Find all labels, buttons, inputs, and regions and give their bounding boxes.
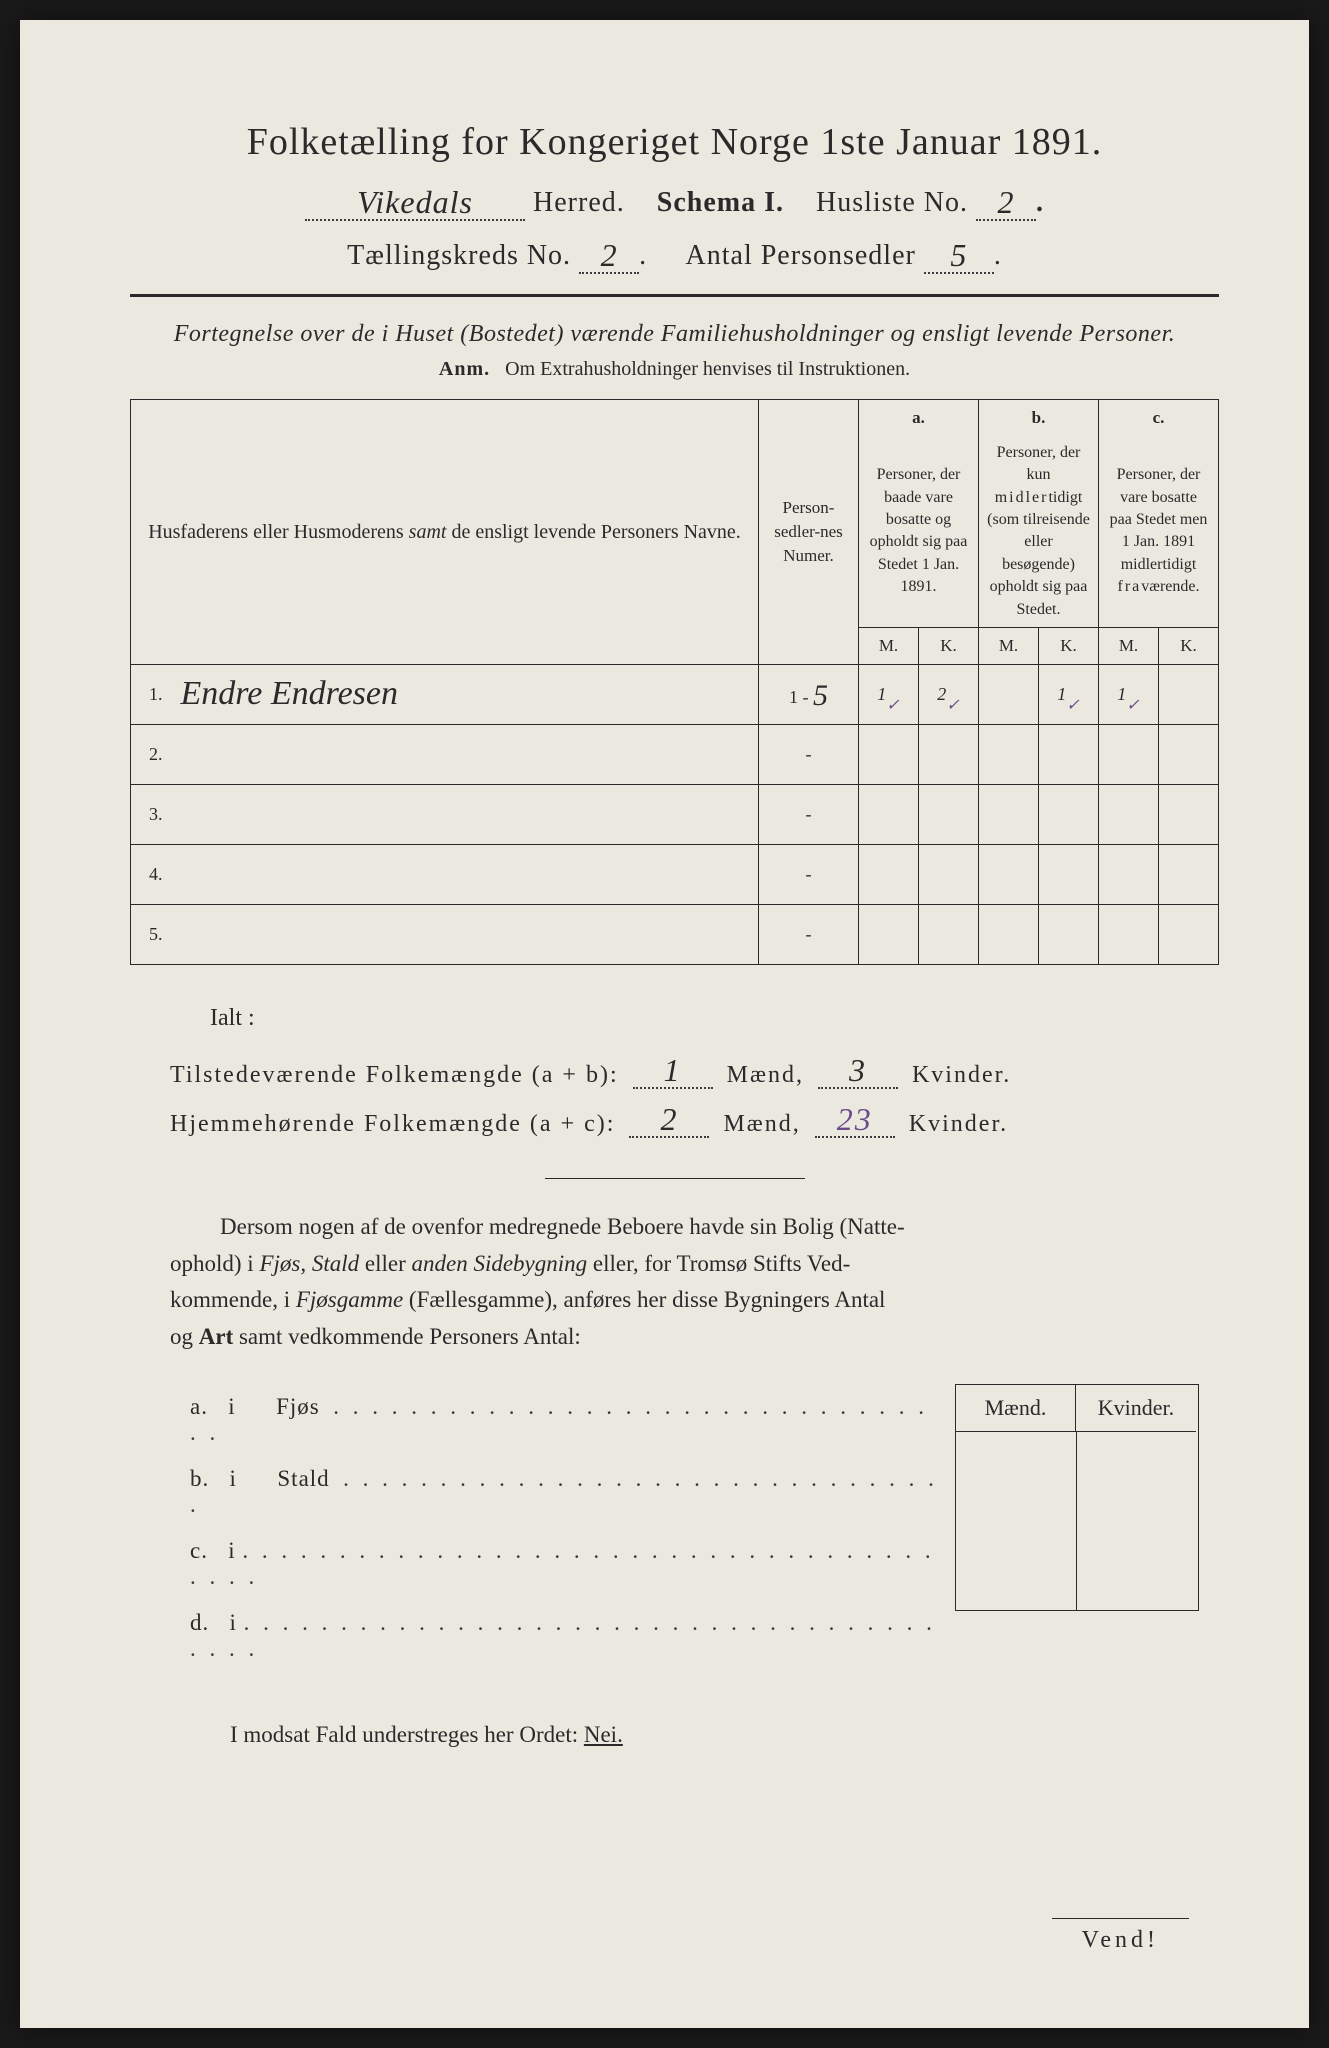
side-building-table: Mænd. Kvinder. a. i Fjøs . . . . . . . .… xyxy=(190,1384,1199,1672)
maend-label: Mænd, xyxy=(727,1062,804,1088)
table-row: 4. - xyxy=(131,844,1219,904)
col-c-header: Personer, der vare bosatte paa Stedet me… xyxy=(1099,436,1219,628)
row-name: Endre Endresen xyxy=(171,664,759,724)
nei-word: Nei. xyxy=(584,1722,623,1747)
side-row: a. i Fjøs . . . . . . . . . . . . . . . … xyxy=(190,1384,939,1456)
totals-line-2: Hjemmehørende Folkemængde (a + c): 2 Mæn… xyxy=(170,1099,1219,1138)
tilstede-k: 3 xyxy=(849,1052,867,1088)
side-body-box xyxy=(955,1431,1199,1611)
table-row: 5. - xyxy=(131,904,1219,964)
side-row: b. i Stald . . . . . . . . . . . . . . .… xyxy=(190,1456,939,1528)
col-c-m: M. xyxy=(1099,627,1159,664)
kvinder-label-2: Kvinder. xyxy=(909,1111,1008,1137)
row-name xyxy=(171,784,759,844)
row-name xyxy=(171,844,759,904)
row-num: 1. xyxy=(131,664,171,724)
row-num: 3. xyxy=(131,784,171,844)
row-num: 2. xyxy=(131,724,171,784)
col-a-header: Personer, der baade vare bosatte og opho… xyxy=(859,436,979,628)
tilstede-label: Tilstedeværende Folkemængde (a + b): xyxy=(170,1062,619,1088)
maend-label-2: Mænd, xyxy=(723,1111,800,1137)
row-pnum: 1 - 5 xyxy=(759,664,859,724)
hjemme-label: Hjemmehørende Folkemængde (a + c): xyxy=(170,1111,615,1137)
header-line-1: Vikedals Herred. Schema I. Husliste No. … xyxy=(130,182,1219,221)
anm-text: Om Extrahusholdninger henvises til Instr… xyxy=(505,358,910,380)
kvinder-label: Kvinder. xyxy=(912,1062,1011,1088)
row-num: 5. xyxy=(131,904,171,964)
cell-b-m xyxy=(979,664,1039,724)
cell-c-m: 1✓ xyxy=(1099,664,1159,724)
row-name xyxy=(171,904,759,964)
col-b-k: K. xyxy=(1039,627,1099,664)
table-row: 2. - xyxy=(131,724,1219,784)
side-rows: a. i Fjøs . . . . . . . . . . . . . . . … xyxy=(190,1384,939,1672)
col-b-m: M. xyxy=(979,627,1039,664)
side-maend-header: Mænd. xyxy=(956,1385,1076,1432)
col-a-m: M. xyxy=(859,627,919,664)
vend-label: Vend! xyxy=(1052,1918,1189,1958)
header-line-2: Tællingskreds No. 2. Antal Personsedler … xyxy=(130,235,1219,274)
modsat-line: I modsat Fald understreges her Ordet: Ne… xyxy=(230,1722,1219,1748)
col-c-letter: c. xyxy=(1099,400,1219,436)
col-personnum-header: Person-sedler-nes Numer. xyxy=(759,400,859,665)
schema-label: Schema I. xyxy=(657,187,784,218)
table-row: 1. Endre Endresen 1 - 5 1✓ 2✓ 1✓ 1✓ xyxy=(131,664,1219,724)
husliste-value: 2 xyxy=(997,184,1014,220)
side-kvinder-header: Kvinder. xyxy=(1076,1385,1196,1432)
row-pnum: - xyxy=(759,784,859,844)
antal-label: Antal Personsedler xyxy=(686,240,916,271)
table-row: 3. - xyxy=(131,784,1219,844)
herred-label: Herred. xyxy=(533,187,625,218)
divider-thin xyxy=(545,1178,805,1179)
dersom-paragraph: Dersom nogen af de ovenfor medregnede Be… xyxy=(170,1209,1199,1356)
cell-a-m: 1✓ xyxy=(859,664,919,724)
side-row: c. i . . . . . . . . . . . . . . . . . .… xyxy=(190,1528,939,1600)
annotation-line: Anm. Om Extrahusholdninger henvises til … xyxy=(130,358,1219,381)
totals-line-1: Tilstedeværende Folkemængde (a + b): 1 M… xyxy=(170,1050,1219,1089)
row-num: 4. xyxy=(131,844,171,904)
row-pnum: - xyxy=(759,904,859,964)
census-form-page: Folketælling for Kongeriget Norge 1ste J… xyxy=(20,20,1309,2028)
divider xyxy=(130,294,1219,297)
row-pnum: - xyxy=(759,844,859,904)
kreds-value: 2 xyxy=(601,237,618,273)
row-name xyxy=(171,724,759,784)
anm-label: Anm. xyxy=(439,358,490,380)
subtitle: Fortegnelse over de i Huset (Bostedet) v… xyxy=(130,321,1219,348)
antal-value: 5 xyxy=(950,237,967,273)
husliste-label: Husliste No. xyxy=(816,187,968,218)
col-b-header: Personer, der kun midlertidigt (som tilr… xyxy=(979,436,1099,628)
side-row: d. i . . . . . . . . . . . . . . . . . .… xyxy=(190,1600,939,1672)
hjemme-k: 23 xyxy=(837,1101,873,1137)
cell-c-k xyxy=(1159,664,1219,724)
row-pnum: - xyxy=(759,724,859,784)
tilstede-m: 1 xyxy=(664,1052,682,1088)
page-title: Folketælling for Kongeriget Norge 1ste J… xyxy=(130,120,1219,164)
kreds-label: Tællingskreds No. xyxy=(347,240,571,271)
col-c-k: K. xyxy=(1159,627,1219,664)
col-b-letter: b. xyxy=(979,400,1099,436)
ialt-label: Ialt : xyxy=(210,1005,1219,1032)
census-tbody: 1. Endre Endresen 1 - 5 1✓ 2✓ 1✓ 1✓ 2. -… xyxy=(131,664,1219,964)
col-a-letter: a. xyxy=(859,400,979,436)
hjemme-m: 2 xyxy=(660,1101,678,1137)
cell-b-k: 1✓ xyxy=(1039,664,1099,724)
cell-a-k: 2✓ xyxy=(919,664,979,724)
herred-value: Vikedals xyxy=(357,184,473,220)
census-table: Husfaderens eller Husmoderens samt de en… xyxy=(130,399,1219,965)
col-a-k: K. xyxy=(919,627,979,664)
col-name-header: Husfaderens eller Husmoderens samt de en… xyxy=(131,400,759,665)
